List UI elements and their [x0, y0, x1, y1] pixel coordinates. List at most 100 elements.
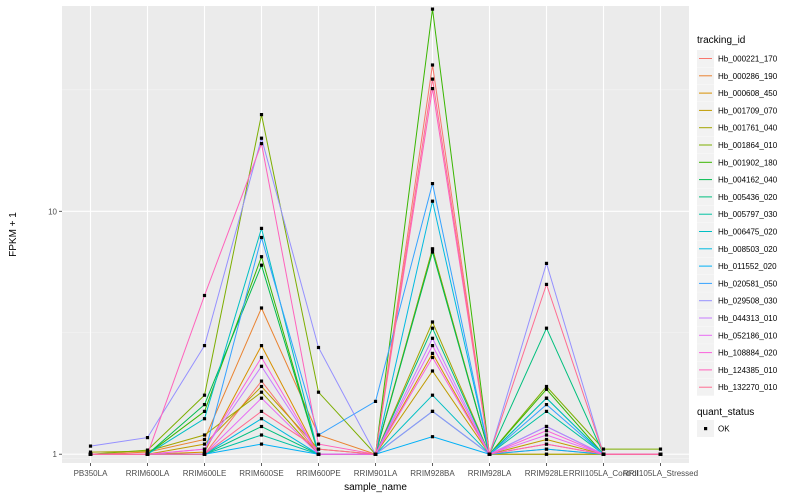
- data-point: [259, 355, 264, 360]
- gridlines: [62, 6, 689, 463]
- data-point: [259, 344, 264, 348]
- data-point: [259, 142, 264, 146]
- data-point: [430, 199, 435, 203]
- data-point: [430, 182, 435, 186]
- data-point: [259, 390, 264, 394]
- y-tick-label: 10: [48, 207, 57, 216]
- legend-label: Hb_011552_020: [718, 262, 777, 271]
- data-point: [316, 433, 321, 437]
- legend-label: Hb_132270_010: [718, 383, 778, 392]
- data-point: [430, 77, 435, 81]
- data-point: [430, 355, 435, 360]
- x-tick-label: RRII105LA_Stressed: [623, 469, 698, 478]
- data-point: [430, 320, 435, 324]
- legend-label: Hb_020581_050: [718, 279, 778, 288]
- legend-label: Hb_124385_010: [718, 366, 778, 375]
- legend-label: OK: [718, 425, 730, 434]
- legend-label: Hb_006475_020: [718, 228, 778, 237]
- legend-label: Hb_005436_020: [718, 193, 778, 202]
- data-point: [202, 417, 207, 421]
- data-point: [430, 326, 435, 330]
- legend-label: Hb_108884_020: [718, 349, 778, 358]
- data-point: [601, 447, 606, 451]
- x-axis-title: sample_name: [344, 482, 407, 493]
- data-point: [544, 437, 549, 442]
- data-point: [544, 447, 549, 451]
- data-point: [202, 409, 207, 413]
- data-point: [544, 424, 549, 429]
- x-tick-label: RRIM928BA: [410, 469, 455, 478]
- data-point: [430, 435, 435, 439]
- data-point: [316, 452, 321, 456]
- data-point: [430, 7, 435, 11]
- legend-label: Hb_000608_450: [718, 89, 778, 98]
- data-point: [544, 282, 549, 286]
- legend-label: Hb_000221_170: [718, 55, 778, 64]
- data-point: [544, 387, 549, 391]
- data-point: [430, 250, 435, 254]
- data-point: [259, 379, 264, 383]
- data-point: [430, 393, 435, 397]
- data-point: [259, 226, 264, 230]
- data-point: [259, 409, 264, 413]
- data-point: [202, 403, 207, 407]
- data-point: [202, 437, 207, 442]
- legend-label: Hb_052186_010: [718, 331, 778, 340]
- data-point: [430, 351, 435, 355]
- legend-label: Hb_001761_040: [718, 124, 778, 133]
- legend-label: Hb_008503_020: [718, 245, 778, 254]
- x-tick-label: RRIM600LA: [126, 469, 170, 478]
- data-point: [658, 447, 663, 451]
- legend-label: Hb_001902_180: [718, 158, 778, 167]
- data-point: [259, 263, 264, 267]
- data-point: [430, 336, 435, 340]
- legend-label: Hb_005797_030: [718, 210, 778, 219]
- data-point: [544, 396, 549, 400]
- legend-label: Hb_004162_040: [718, 176, 778, 185]
- data-point: [316, 442, 321, 446]
- data-point: [544, 384, 549, 389]
- data-point: [544, 442, 549, 446]
- data-point: [145, 452, 150, 456]
- data-point: [430, 247, 435, 251]
- data-point: [544, 433, 549, 437]
- data-point: [259, 417, 264, 421]
- data-point: [259, 384, 264, 389]
- legend-label: Hb_001709_070: [718, 106, 778, 115]
- data-point: [430, 344, 435, 348]
- x-tick-label: RRII105LA_Control: [569, 469, 639, 478]
- data-point: [430, 63, 435, 67]
- data-point: [316, 390, 321, 394]
- x-tick-label: PB350LA: [74, 469, 108, 478]
- data-point: [259, 442, 264, 446]
- data-point: [259, 235, 264, 240]
- data-point: [544, 429, 549, 433]
- y-tick-label: 1: [53, 450, 58, 459]
- data-point: [544, 261, 549, 265]
- x-tick-label: RRIM928LA: [468, 469, 512, 478]
- data-point: [259, 306, 264, 310]
- data-point: [202, 433, 207, 437]
- data-point: [259, 136, 264, 140]
- data-point: [430, 87, 435, 91]
- data-point: [259, 113, 264, 117]
- y-axis-title: FPKM + 1: [8, 212, 19, 257]
- legend-label: Hb_029508_030: [718, 297, 778, 306]
- x-tick-label: RRIM600SE: [239, 469, 283, 478]
- data-point: [259, 396, 264, 400]
- legend-title-tracking-id: tracking_id: [697, 35, 745, 46]
- data-point: [202, 344, 207, 348]
- x-tick-label: RRIM600LE: [183, 469, 227, 478]
- legend-title-quant-status: quant_status: [697, 407, 754, 418]
- data-point: [373, 452, 378, 456]
- data-point: [544, 452, 549, 456]
- x-tick-label: RRIM928LE: [525, 469, 569, 478]
- data-point: [145, 448, 150, 452]
- legend-label: Hb_044313_010: [718, 314, 778, 323]
- data-point: [430, 369, 435, 373]
- data-point: [259, 255, 264, 259]
- data-point: [202, 442, 207, 446]
- data-points: [88, 7, 663, 456]
- data-point: [544, 403, 549, 407]
- legend-key-point: [704, 427, 708, 431]
